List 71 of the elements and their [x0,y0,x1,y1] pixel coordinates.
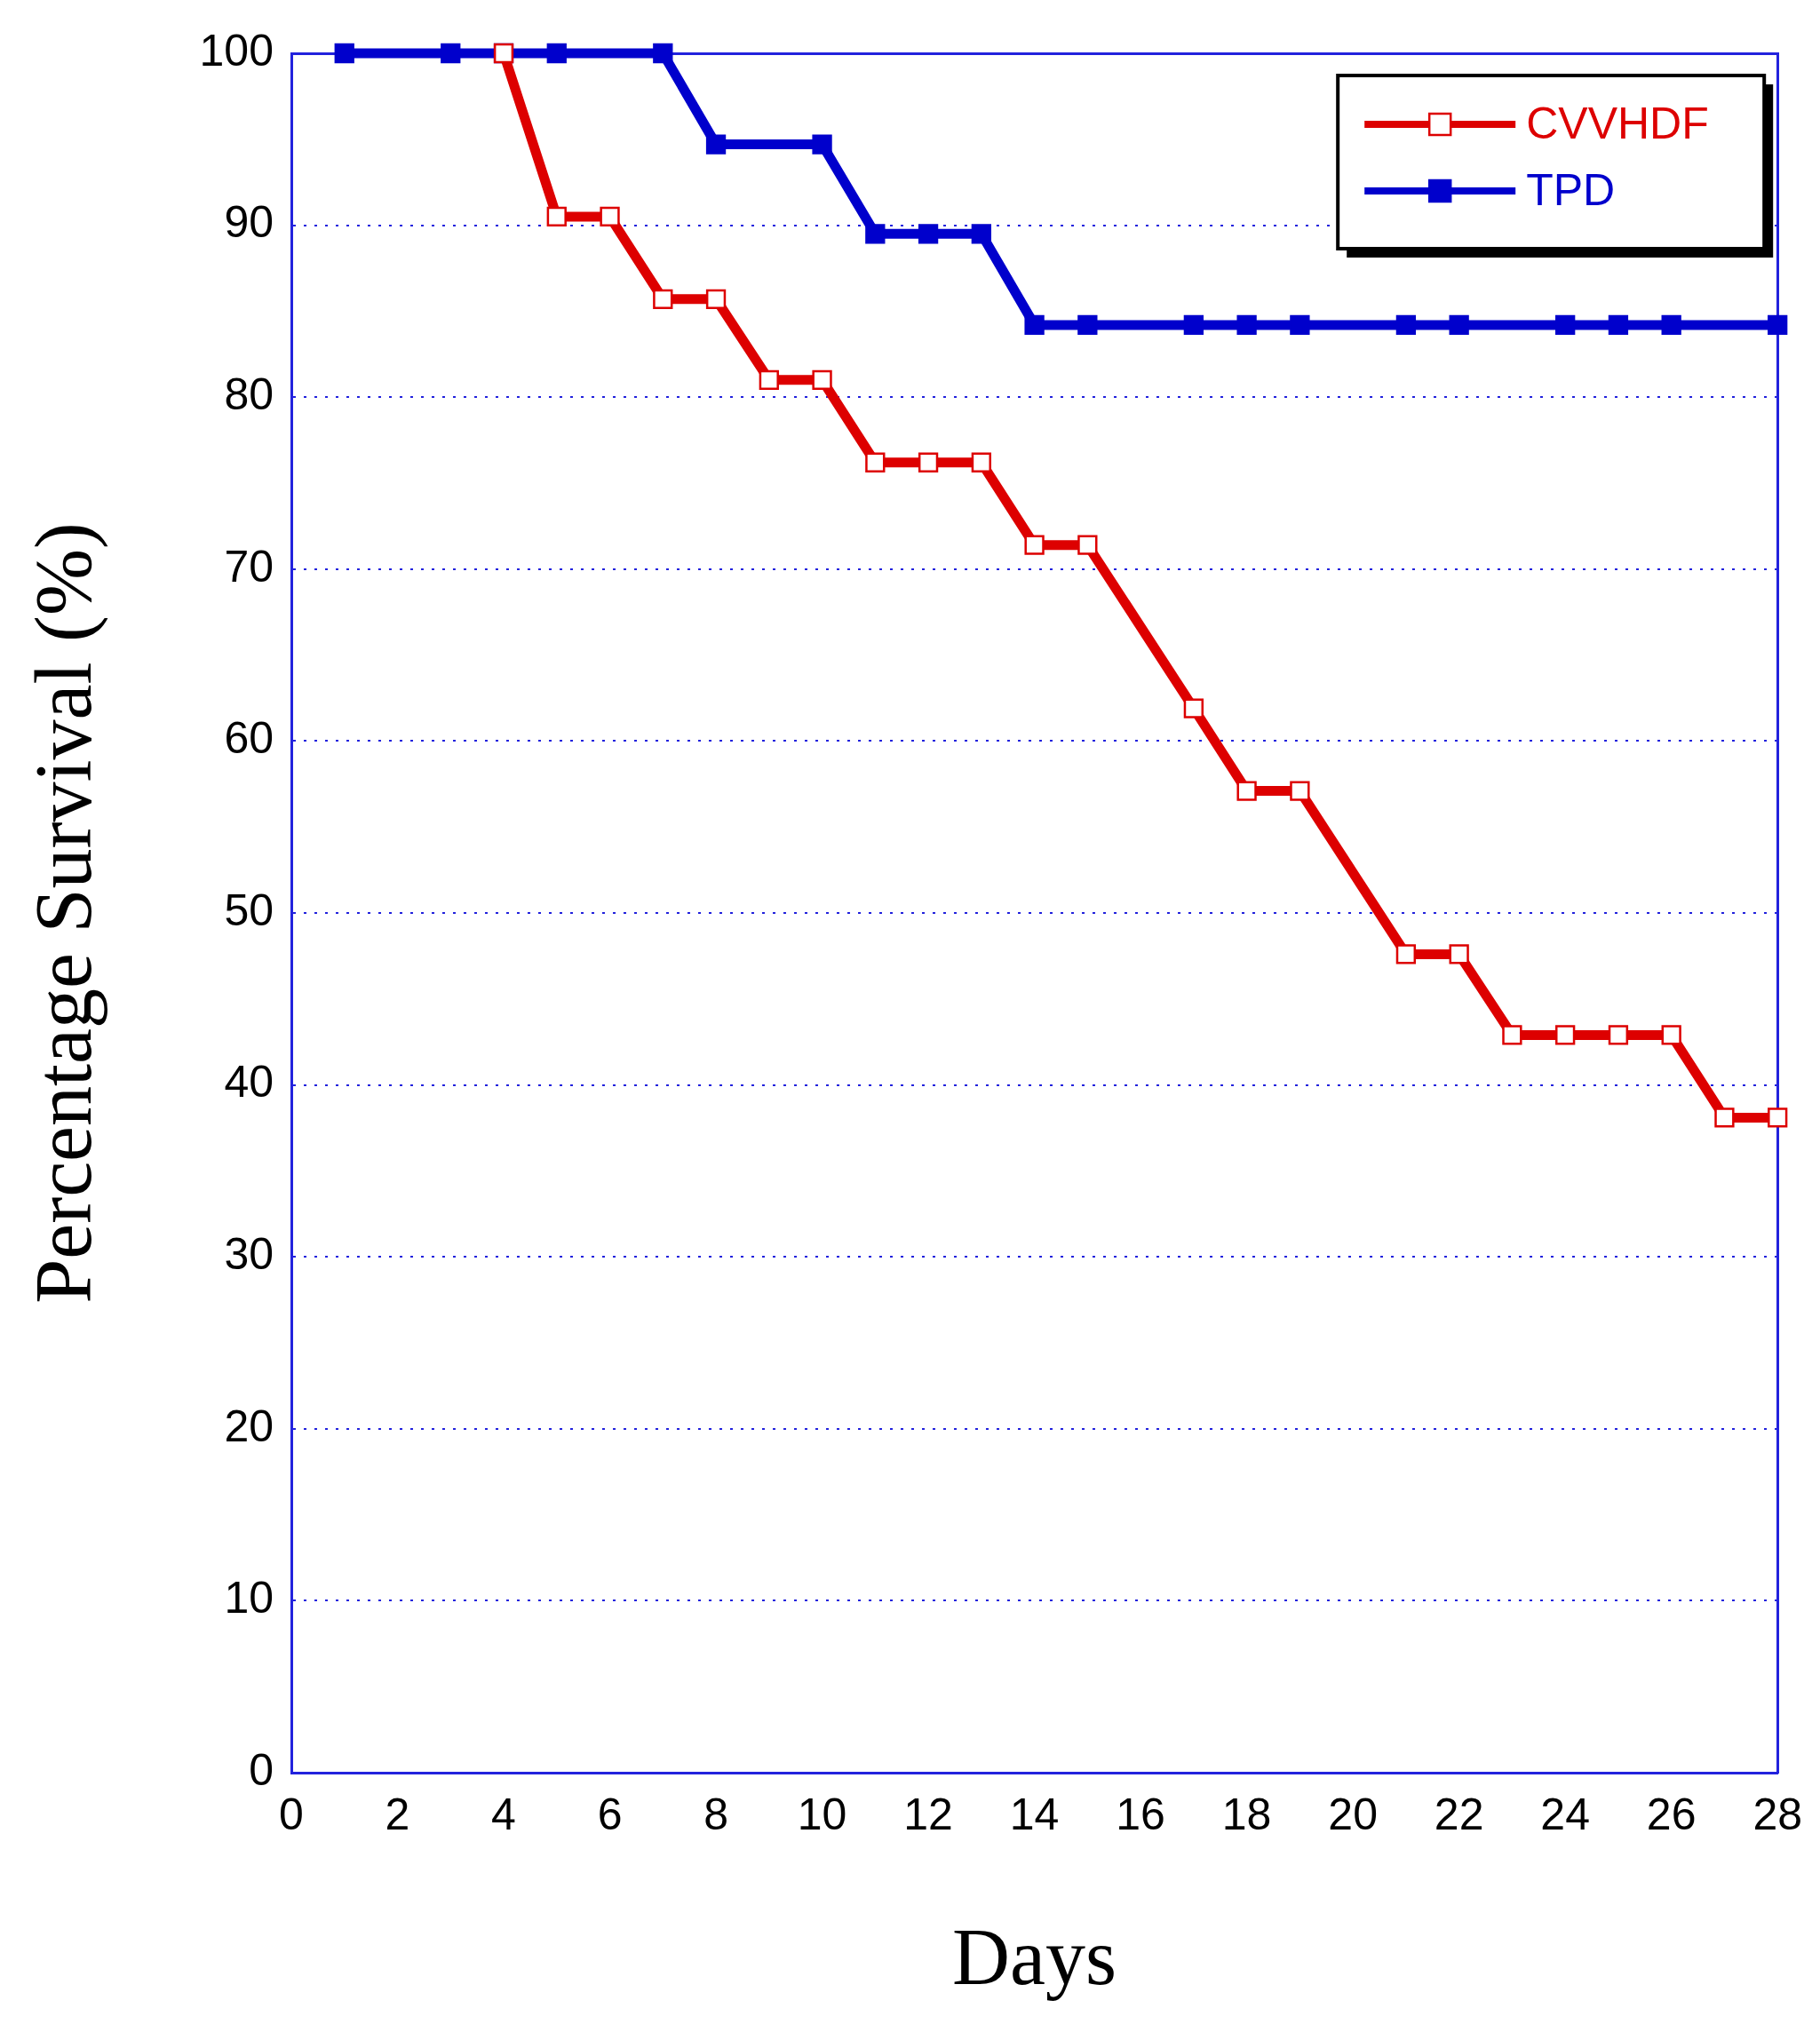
x-tick-label: 2 [385,1789,410,1839]
legend-label: TPD [1526,164,1616,215]
point [1555,1025,1576,1045]
point [1077,535,1098,555]
y-axis-title: Percentage Survival (%) [19,522,108,1304]
point [1183,314,1204,336]
point [653,43,673,64]
point [865,452,886,472]
x-tick-label: 14 [1009,1789,1060,1839]
x-tick-label: 20 [1328,1789,1378,1839]
x-tick-label: 4 [491,1789,516,1839]
x-tick-label: 8 [703,1789,728,1839]
point [705,289,727,309]
point [1768,314,1788,336]
x-tick-label: 24 [1540,1789,1590,1839]
x-tick-label: 6 [597,1789,623,1839]
y-tick-label: 30 [224,1228,274,1279]
point [1183,698,1204,718]
point [600,206,620,227]
point [441,43,461,64]
point [1661,1025,1681,1045]
point [1077,314,1098,336]
point [1395,944,1417,964]
x-axis-title: Days [952,1912,1117,2001]
point [546,43,567,64]
point [1449,314,1469,336]
x-tick-label: 28 [1752,1789,1802,1839]
x-tick-label: 12 [903,1789,953,1839]
point [1024,535,1045,555]
point [1502,1025,1522,1045]
y-tick-label: 100 [199,25,274,75]
point [705,134,727,155]
y-tick-label: 90 [224,197,274,248]
point [1661,314,1681,336]
y-tick-label: 50 [224,885,274,935]
point [759,369,779,390]
x-tick-label: 22 [1434,1789,1484,1839]
point [653,289,673,309]
y-tick-label: 10 [224,1573,274,1623]
x-tick-label: 16 [1116,1789,1165,1839]
point [865,224,886,244]
point [1714,1107,1735,1128]
point [812,134,832,155]
point [1290,781,1310,801]
point [918,452,939,472]
point [1768,1107,1788,1128]
y-tick-label: 70 [224,541,274,591]
point [812,369,832,390]
x-tick-label: 18 [1221,1789,1272,1839]
point [1555,314,1576,336]
point [971,452,991,472]
point [1236,314,1257,336]
point [1395,314,1417,336]
y-tick-label: 40 [224,1057,274,1107]
point [1024,314,1045,336]
point [918,224,939,244]
y-tick-label: 20 [224,1401,274,1451]
y-tick-label: 0 [249,1744,274,1795]
point [1608,314,1629,336]
point [1608,1025,1629,1045]
point [971,224,991,244]
x-tick-label: 26 [1646,1789,1697,1839]
point [1449,944,1469,964]
point [1236,781,1257,801]
y-tick-label: 80 [224,369,274,419]
point [546,206,567,227]
point [334,43,354,64]
legend-label: CVVHDF [1526,98,1709,148]
point [1290,314,1310,336]
x-tick-label: 10 [797,1789,847,1839]
y-tick-label: 60 [224,713,274,764]
